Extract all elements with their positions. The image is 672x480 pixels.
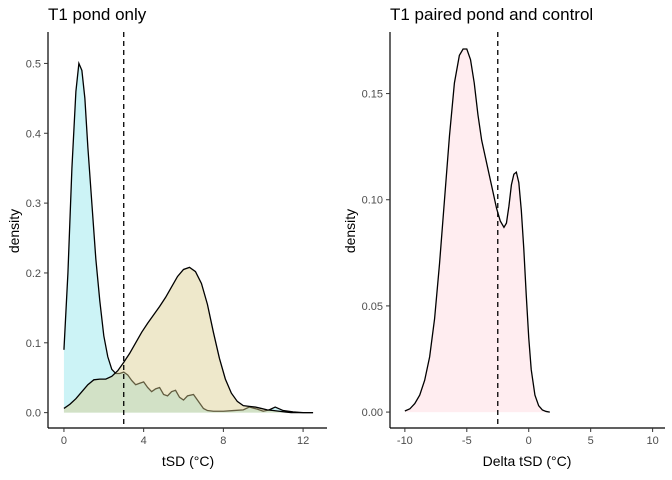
left-x-tick-label: 0	[61, 435, 67, 447]
left-series-0-line	[63, 60, 314, 414]
right-x-axis-title: Delta tSD (°C)	[483, 453, 572, 469]
left-x-axis-title: tSD (°C)	[162, 453, 214, 469]
left-x-tick-label: 12	[297, 435, 309, 447]
left-x-tick-label: 4	[141, 435, 147, 447]
right-y-tick-label: 0.10	[362, 195, 383, 207]
right-series-0-area	[404, 48, 550, 413]
left-y-tick-label: 0.3	[26, 198, 41, 210]
left-series-1-line	[63, 266, 314, 414]
left-series-1-area	[63, 267, 314, 413]
right-x-tick-label: -5	[462, 435, 472, 447]
left-y-tick-label: 0.2	[26, 268, 41, 280]
left-y-tick-label: 0.4	[26, 128, 41, 140]
right-x-tick-label: -10	[397, 435, 413, 447]
right-x-tick-label: 10	[646, 435, 658, 447]
right-y-axis-title: density	[342, 209, 358, 253]
left-y-tick-label: 0.1	[26, 338, 41, 350]
right-x-tick-label: 0	[526, 435, 532, 447]
left-y-tick-label: 0.0	[26, 408, 41, 420]
right-x-tick-label: 5	[588, 435, 594, 447]
left-x-tick-label: 8	[220, 435, 226, 447]
right-panel-title: T1 paired pond and control	[390, 5, 593, 24]
right-series-0-line	[404, 48, 550, 413]
left-panel-title: T1 pond only	[48, 5, 147, 24]
left-density-panel: T1 pond only tSD (°C) density 0 4 8 12 0.0 0.…	[6, 5, 327, 469]
left-y-tick-label: 0.5	[26, 58, 41, 70]
right-y-tick-label: 0.00	[362, 407, 383, 419]
right-density-panel: T1 paired pond and control Delta tSD (°C…	[342, 5, 665, 469]
left-y-axis-title: density	[6, 209, 22, 253]
left-series-0-area	[63, 63, 314, 413]
right-y-tick-label: 0.15	[362, 89, 383, 101]
right-y-tick-label: 0.05	[362, 301, 383, 313]
